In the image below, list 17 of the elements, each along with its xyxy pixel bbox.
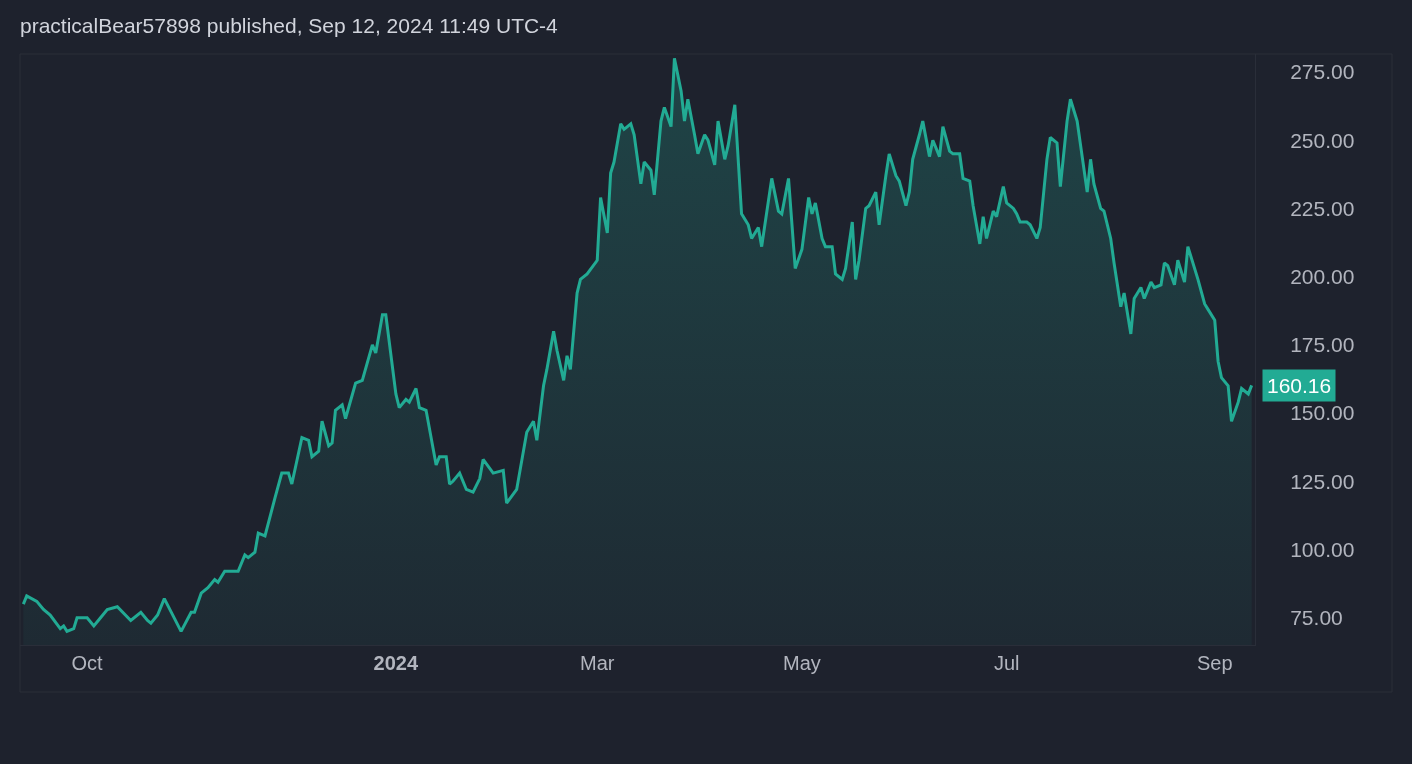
chart-title: practicalBear57898 published, Sep 12, 2024 11:49 UTC-4	[20, 13, 559, 37]
y-tick-label: 150.00	[1290, 401, 1355, 425]
x-tick-label: May	[783, 652, 821, 674]
y-tick-label: 125.00	[1290, 469, 1355, 493]
x-tick-label: 2024	[373, 652, 419, 674]
x-tick-label: Sep	[1196, 652, 1233, 674]
y-tick-label: 225.00	[1290, 196, 1355, 220]
y-tick-label: 200.00	[1290, 265, 1355, 288]
x-tick-label: Jul	[993, 652, 1020, 674]
y-tick-label: 175.00	[1290, 333, 1355, 357]
x-tick-label: Mar	[580, 652, 615, 674]
y-tick-label: 250.00	[1290, 128, 1355, 152]
x-tick-label: Oct	[71, 652, 104, 674]
annotation: 160.16	[1267, 374, 1332, 397]
y-tick-label: 100.00	[1290, 537, 1355, 561]
y-tick-label: 75.00	[1290, 606, 1343, 630]
y-tick-label: 275.00	[1290, 60, 1355, 84]
